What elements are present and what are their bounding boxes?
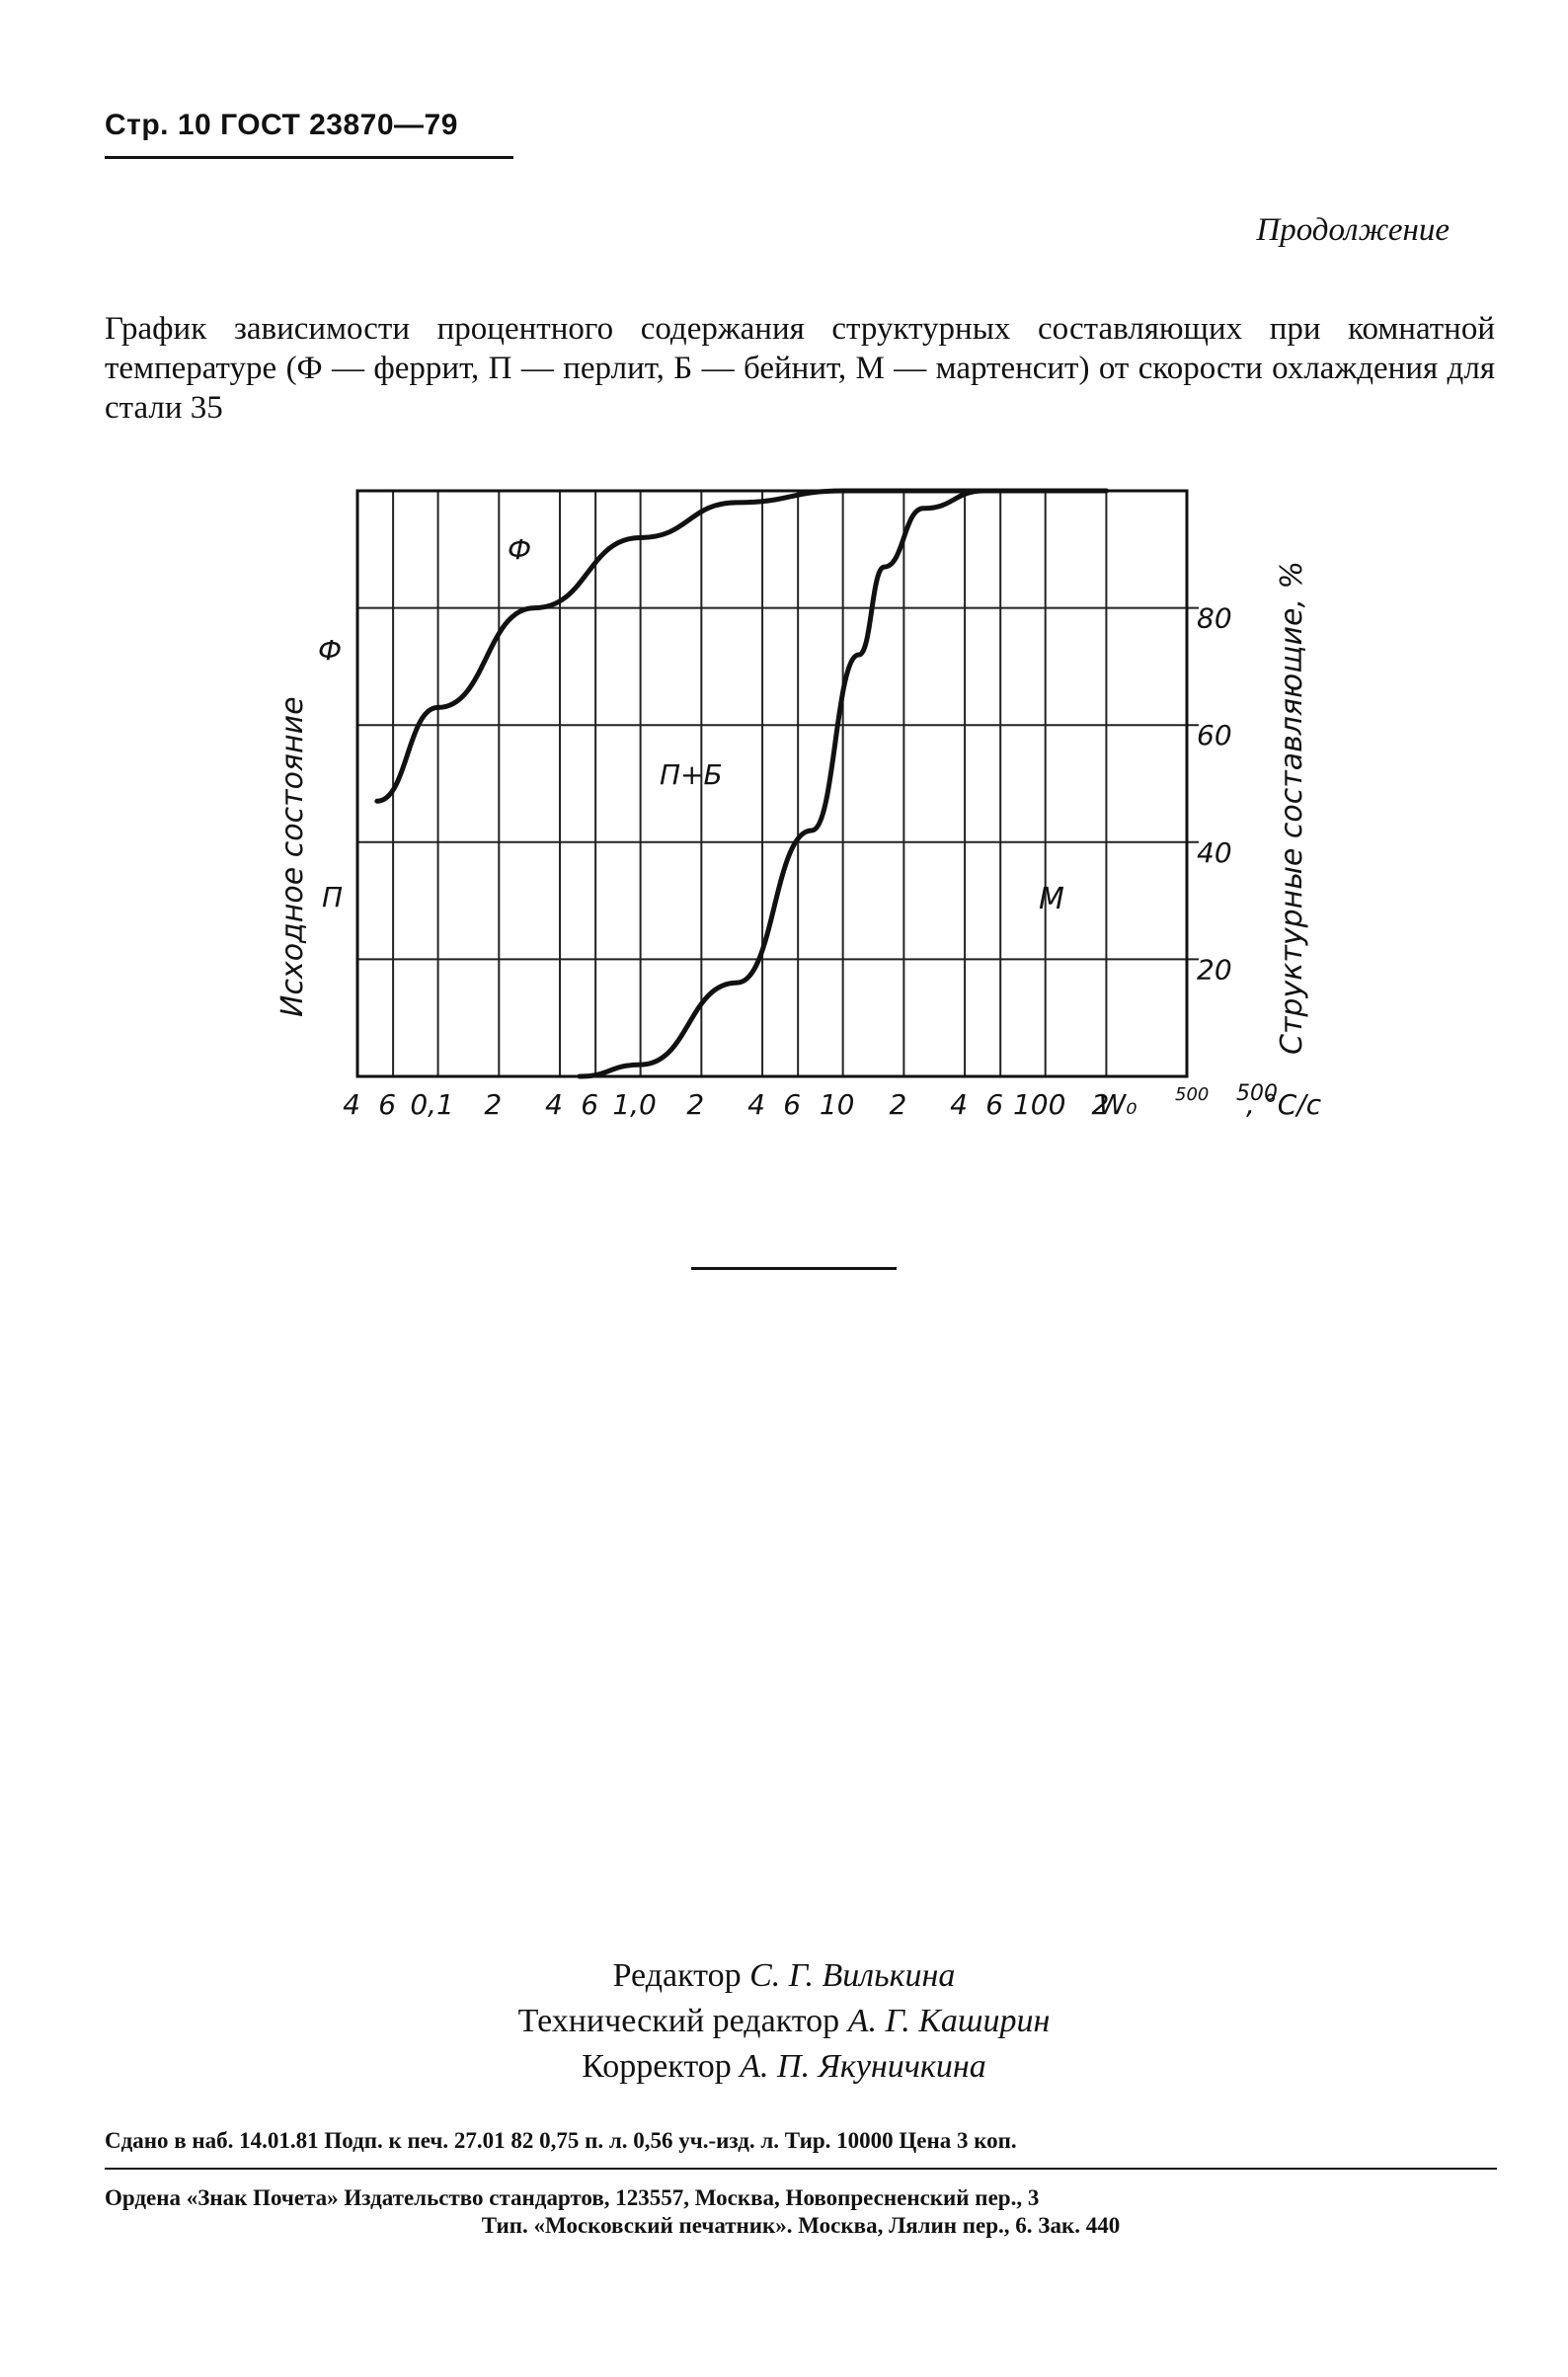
region-label-ferrite: Ф [508, 533, 531, 566]
tech-editor-name: А. Г. Каширин [847, 2003, 1051, 2039]
publisher-line-1: Ордена «Знак Почета» Издательство станда… [105, 2185, 1040, 2210]
x-tick-label: 2 [889, 1088, 906, 1121]
y-tick-label: 60 [1197, 719, 1232, 752]
x-tick-label: 2 [484, 1088, 502, 1121]
x-tick-label: 6 [985, 1088, 1003, 1121]
tech-editor-role: Технический редактор [517, 2003, 840, 2039]
header-rule [105, 156, 513, 159]
x-tick-label: 6 [378, 1088, 396, 1121]
tech-editor-line: Технический редактор А. Г. Каширин [0, 1999, 1568, 2044]
x-tick-label: 1,0 [612, 1088, 657, 1121]
left-mark-ferrite: Ф [318, 634, 342, 667]
x-tick-label: 100 [1013, 1088, 1065, 1121]
x-unit-label: , °C/c [1246, 1088, 1322, 1121]
continuation-label: Продолжение [1256, 212, 1450, 248]
proofreader-role: Корректор [582, 2048, 732, 2085]
publisher-line-2: Тип. «Московский печатник». Москва, Ляли… [481, 2213, 1121, 2238]
editor-line: Редактор С. Г. Вилькина [0, 1953, 1568, 1999]
x-tick-label: 4 [545, 1088, 563, 1121]
x-tick-label: 10 [820, 1088, 855, 1121]
x-end-label: 500 [1175, 1084, 1209, 1105]
y-tick-label: 40 [1197, 836, 1232, 869]
credits-block: Редактор С. Г. Вилькина Технический реда… [0, 1953, 1568, 2090]
editor-role: Редактор [612, 1957, 742, 1994]
editor-name: С. Г. Вилькина [749, 1957, 956, 1994]
section-divider [691, 1267, 897, 1270]
page-header: Стр. 10 ГОСТ 23870—79 [105, 109, 458, 142]
region-label-pearlite-bainite: П+Б [660, 758, 723, 791]
left-mark-pearlite: П [322, 881, 343, 913]
standard-number: ГОСТ 23870—79 [220, 109, 458, 141]
y-tick-label: 80 [1197, 602, 1232, 635]
x-tick-label: 2 [686, 1088, 704, 1121]
imprint-rule [105, 2168, 1497, 2170]
left-axis-label: Исходное состояние [275, 696, 310, 1017]
x-tick-label: W₀ [1099, 1088, 1137, 1121]
x-tick-label: 6 [783, 1088, 801, 1121]
page-number: Стр. 10 [105, 109, 212, 141]
series-line-ferrite [374, 488, 1109, 804]
x-tick-label: 2 [1091, 1088, 1109, 1121]
publisher-block: Ордена «Знак Почета» Издательство станда… [105, 2184, 1497, 2240]
x-tick-label: 4 [343, 1088, 360, 1121]
x-tick-label: 4 [950, 1088, 968, 1121]
x-tick-label: 4 [747, 1088, 765, 1121]
right-axis-label: Структурные составляющие, % [1275, 561, 1309, 1055]
plot-frame [355, 489, 1189, 1078]
proofreader-line: Корректор А. П. Якуничкина [0, 2044, 1568, 2090]
figure-caption: График зависимости процентного содержани… [105, 311, 1495, 426]
proofreader-name: А. П. Якуничкина [740, 2048, 986, 2085]
chart-grid [356, 491, 1199, 1076]
y-tick-label: 20 [1197, 953, 1232, 986]
x-end-label: 500 [1236, 1081, 1278, 1106]
x-tick-label: 0,1 [410, 1088, 454, 1121]
series-line-martensite [577, 488, 1109, 1079]
x-tick-label: 6 [581, 1088, 598, 1121]
region-label-martensite: М [1039, 882, 1064, 916]
imprint-line: Сдано в наб. 14.01.81 Подп. к печ. 27.01… [105, 2128, 1017, 2153]
